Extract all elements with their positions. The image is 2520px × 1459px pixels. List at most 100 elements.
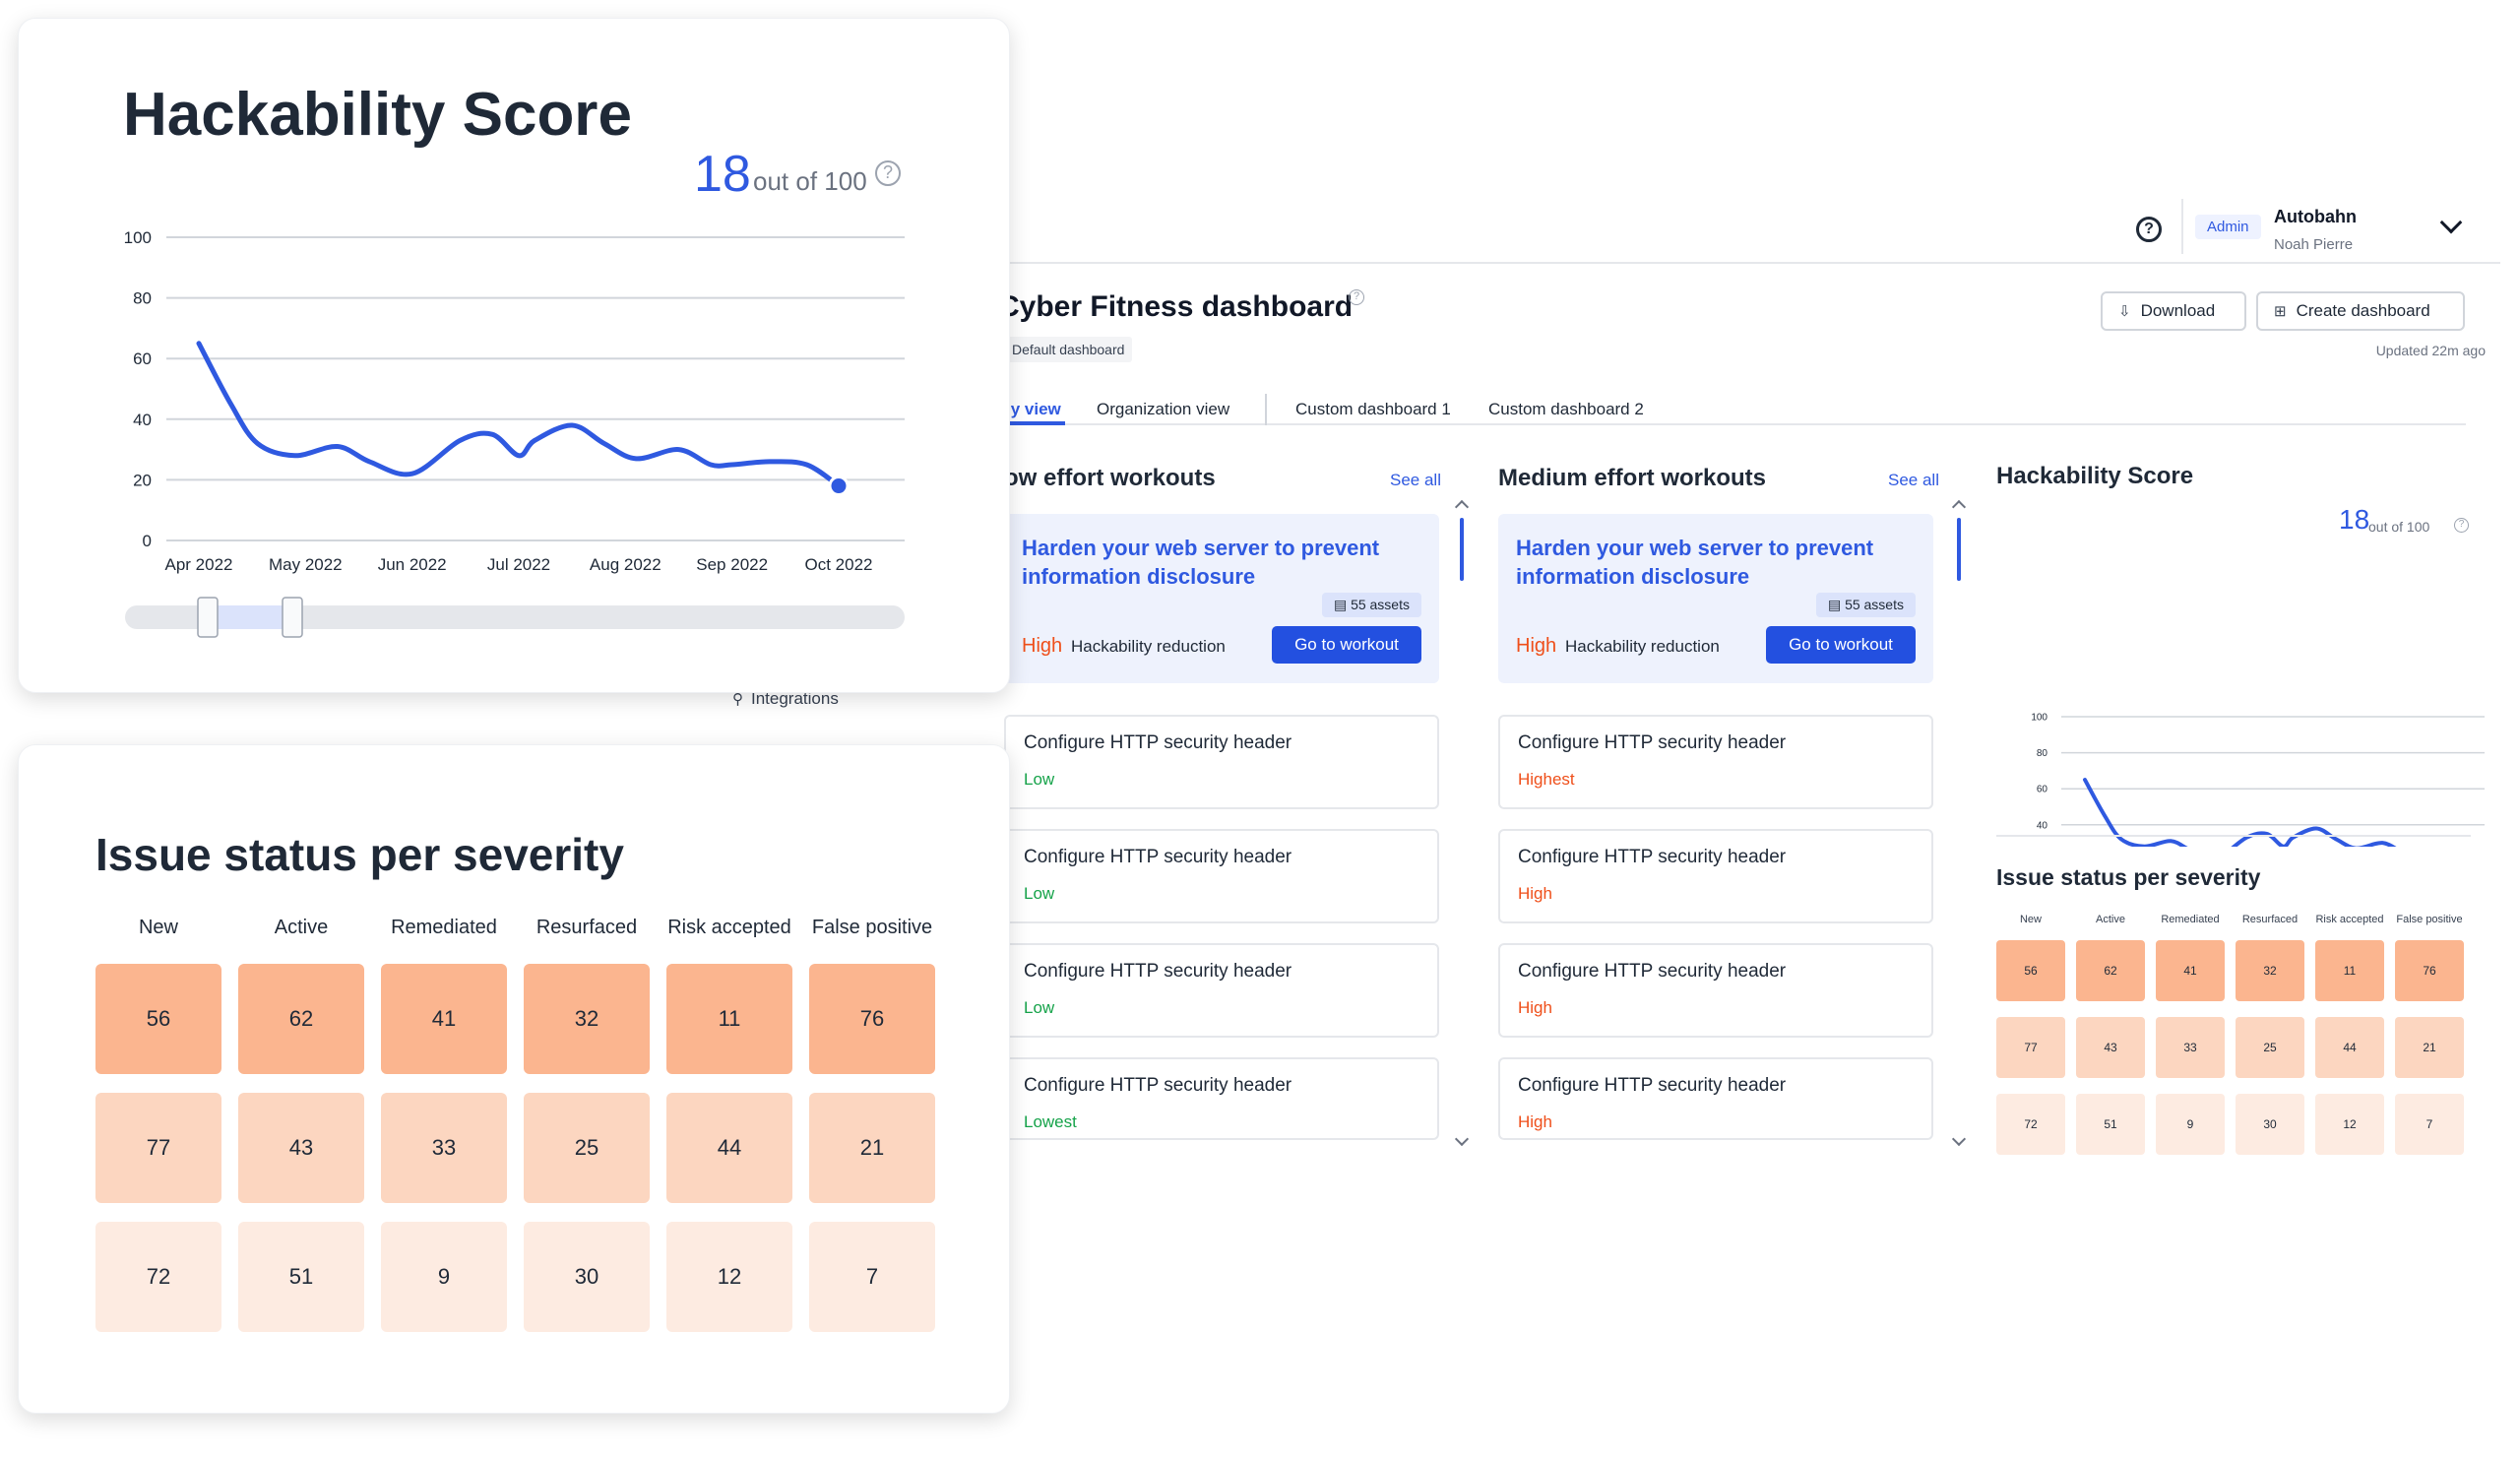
impact-level: High [1516, 635, 1557, 657]
severity-cell[interactable]: 43 [238, 1093, 364, 1203]
scroll-up-icon[interactable] [1951, 499, 1967, 515]
small-score-out-of: out of 100 [2368, 519, 2430, 535]
medium-effort-see-all[interactable]: See all [1888, 471, 1939, 489]
x-tick-label: Apr 2022 [165, 555, 233, 574]
scroll-up-icon[interactable] [1454, 499, 1470, 515]
x-tick-label: May 2022 [269, 555, 343, 574]
workout-item-title: Configure HTTP security header [1024, 1075, 1292, 1096]
severity-cell[interactable]: 72 [95, 1222, 221, 1332]
severity-cell[interactable]: 30 [2236, 1094, 2304, 1155]
download-icon: ⇩ [2118, 303, 2131, 320]
severity-cell[interactable]: 72 [1996, 1094, 2065, 1155]
dashboard-panel: ? Admin Autobahn Noah Pierre Cyber Fitne… [998, 158, 2500, 1459]
assets-badge: ▤ 55 assets [1815, 593, 1916, 617]
tab-custom-dashboard-2[interactable]: Custom dashboard 2 [1488, 400, 1644, 418]
workout-item[interactable]: Configure HTTP security header High [1498, 829, 1933, 923]
workout-item[interactable]: Configure HTTP security header Low [1004, 943, 1439, 1038]
workout-item[interactable]: Configure HTTP security header High [1498, 943, 1933, 1038]
featured-workout-title[interactable]: Harden your web server to prevent inform… [1022, 536, 1380, 589]
severity-cell[interactable]: 76 [809, 964, 935, 1074]
workout-item-severity: Low [1024, 998, 1055, 1017]
assets-badge: ▤ 55 assets [1321, 593, 1421, 617]
scroll-down-icon[interactable] [1951, 1131, 1967, 1147]
severity-cell[interactable]: 62 [2076, 940, 2145, 1001]
workout-item-severity: High [1518, 998, 1552, 1017]
severity-cell[interactable]: 77 [95, 1093, 221, 1203]
severity-cell[interactable]: 56 [95, 964, 221, 1074]
scroll-down-icon[interactable] [1454, 1131, 1470, 1147]
severity-cell[interactable]: 44 [2315, 1017, 2384, 1078]
workout-item-title: Configure HTTP security header [1024, 961, 1292, 982]
download-label: Download [2140, 301, 2216, 320]
severity-cell[interactable]: 56 [1996, 940, 2065, 1001]
workout-item-severity: Low [1024, 884, 1055, 903]
range-slider-selection [208, 605, 292, 629]
tab-custom-dashboard-1[interactable]: Custom dashboard 1 [1295, 400, 1451, 418]
featured-workout-card[interactable]: Harden your web server to prevent inform… [1498, 514, 1933, 683]
severity-cell[interactable]: 12 [2315, 1094, 2384, 1155]
severity-cell[interactable]: 12 [666, 1222, 792, 1332]
workout-item[interactable]: Configure HTTP security header High [1498, 1057, 1933, 1140]
help-icon[interactable]: ? [2454, 518, 2469, 533]
severity-cell[interactable]: 43 [2076, 1017, 2145, 1078]
severity-cell[interactable]: 77 [1996, 1017, 2065, 1078]
x-tick-label: Jun 2022 [378, 555, 447, 574]
tab-organization-view[interactable]: Organization view [1097, 400, 1230, 418]
org-name[interactable]: Autobahn [2274, 207, 2357, 226]
severity-cell[interactable]: 7 [2395, 1094, 2464, 1155]
hackability-score-card: Hackability Score 18 out of 100 ? 0 20 40 6… [18, 18, 1010, 693]
go-to-workout-button[interactable]: Go to workout [1766, 626, 1916, 664]
low-effort-see-all[interactable]: See all [1390, 471, 1441, 489]
user-name[interactable]: Noah Pierre [2274, 236, 2354, 253]
impact-label: Hackability reduction [1071, 637, 1226, 656]
tab-bar: ly view Organization view Custom dashboa… [1004, 384, 2466, 425]
severity-cell[interactable]: 32 [524, 964, 650, 1074]
severity-cell[interactable]: 25 [524, 1093, 650, 1203]
severity-cell[interactable]: 30 [524, 1222, 650, 1332]
hackability-chart: 0 20 40 60 80 100 Apr 2022 May 2022 Jun 2022 Jul … [124, 228, 905, 638]
workout-item-severity: High [1518, 884, 1552, 903]
help-icon[interactable]: ? [1349, 289, 1364, 305]
severity-cell[interactable]: 9 [2156, 1094, 2225, 1155]
score-line [196, 341, 842, 489]
severity-cell[interactable]: 51 [238, 1222, 364, 1332]
go-to-workout-button[interactable]: Go to workout [1272, 626, 1421, 664]
severity-cell[interactable]: 44 [666, 1093, 792, 1203]
divider [1996, 835, 2471, 837]
create-dashboard-button[interactable]: ⊞ Create dashboard [2256, 291, 2465, 331]
severity-cell[interactable]: 25 [2236, 1017, 2304, 1078]
severity-cell[interactable]: 21 [809, 1093, 935, 1203]
scrollbar-thumb[interactable] [1957, 518, 1961, 581]
scrollbar-thumb[interactable] [1460, 518, 1464, 581]
severity-cell[interactable]: 11 [2315, 940, 2384, 1001]
column-header: False positive [811, 917, 933, 938]
featured-workout-title[interactable]: Harden your web server to prevent inform… [1516, 536, 1874, 589]
tab-my-view[interactable]: ly view [1006, 400, 1061, 418]
severity-cell[interactable]: 62 [238, 964, 364, 1074]
workout-item[interactable]: Configure HTTP security header Lowest [1004, 1057, 1439, 1140]
severity-cell[interactable]: 41 [381, 964, 507, 1074]
severity-cell[interactable]: 51 [2076, 1094, 2145, 1155]
severity-cell[interactable]: 7 [809, 1222, 935, 1332]
featured-workout-card[interactable]: Harden your web server to prevent inform… [1004, 514, 1439, 683]
workout-item[interactable]: Configure HTTP security header Highest [1498, 715, 1933, 809]
y-tick-label: 40 [2037, 820, 2048, 831]
severity-cell[interactable]: 33 [381, 1093, 507, 1203]
help-icon[interactable]: ? [875, 160, 901, 186]
severity-cell[interactable]: 9 [381, 1222, 507, 1332]
severity-cell[interactable]: 11 [666, 964, 792, 1074]
y-tick-label: 80 [2037, 748, 2048, 759]
severity-cell[interactable]: 32 [2236, 940, 2304, 1001]
hackability-title: Hackability Score [123, 81, 632, 149]
severity-cell[interactable]: 21 [2395, 1017, 2464, 1078]
workout-item-title: Configure HTTP security header [1518, 1075, 1787, 1096]
help-circle-icon[interactable]: ? [2136, 217, 2162, 242]
workout-item-title: Configure HTTP security header [1518, 961, 1787, 982]
download-button[interactable]: ⇩ Download [2101, 291, 2246, 331]
sidebar-item-integrations[interactable]: ⚲ Integrations [732, 689, 839, 709]
severity-cell[interactable]: 41 [2156, 940, 2225, 1001]
severity-cell[interactable]: 33 [2156, 1017, 2225, 1078]
workout-item[interactable]: Configure HTTP security header Low [1004, 829, 1439, 923]
severity-cell[interactable]: 76 [2395, 940, 2464, 1001]
workout-item[interactable]: Configure HTTP security header Low [1004, 715, 1439, 809]
